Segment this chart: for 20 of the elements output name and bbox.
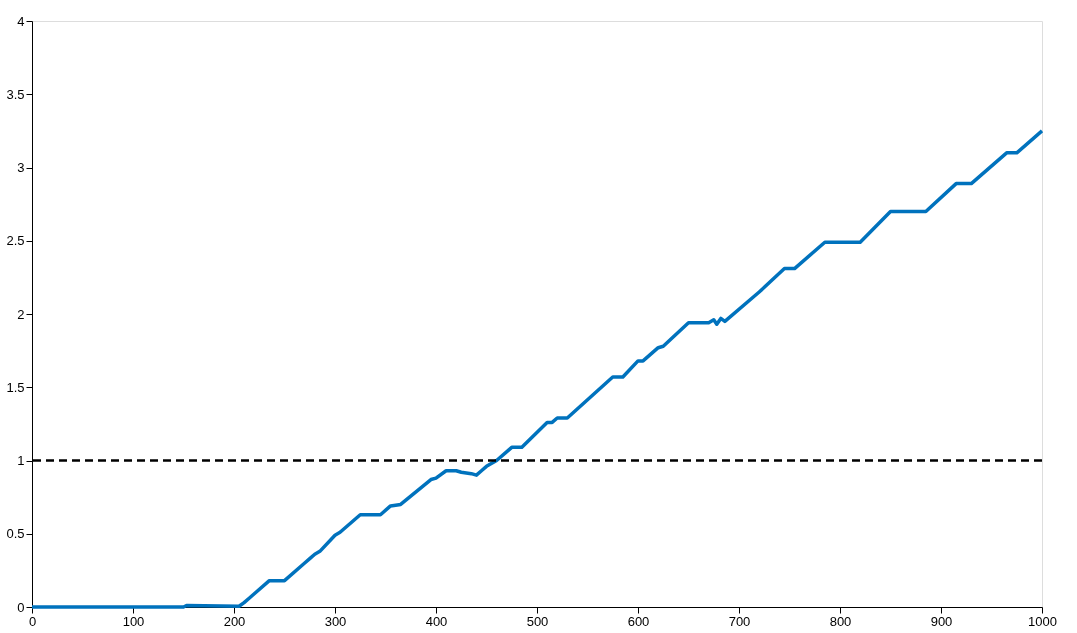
y-tick-label: 4 <box>17 13 25 29</box>
x-tick-label: 600 <box>627 613 650 629</box>
x-tick-label: 0 <box>28 613 37 629</box>
x-tick-label: 200 <box>223 613 246 629</box>
x-tick-label: 1000 <box>1028 613 1057 629</box>
x-tick-label: 400 <box>425 613 448 629</box>
y-tick-label: 1.5 <box>6 379 25 395</box>
y-tick-label: 1 <box>17 453 25 468</box>
y-tick-label: 2.5 <box>6 233 25 249</box>
x-tick-label: 100 <box>122 613 145 629</box>
y-tick-label: 3 <box>17 160 25 175</box>
x-tick-label: 900 <box>930 613 953 629</box>
y-tick-label: 2 <box>17 306 25 322</box>
x-tick-label: 800 <box>829 613 852 629</box>
y-tick-label: 3.5 <box>6 86 25 102</box>
x-tick-label: 500 <box>526 613 549 629</box>
y-tick-label: 0 <box>17 599 25 615</box>
y-tick-label: 0.5 <box>6 526 25 542</box>
x-tick-label: 300 <box>324 613 347 629</box>
x-tick-label: 700 <box>728 613 751 629</box>
